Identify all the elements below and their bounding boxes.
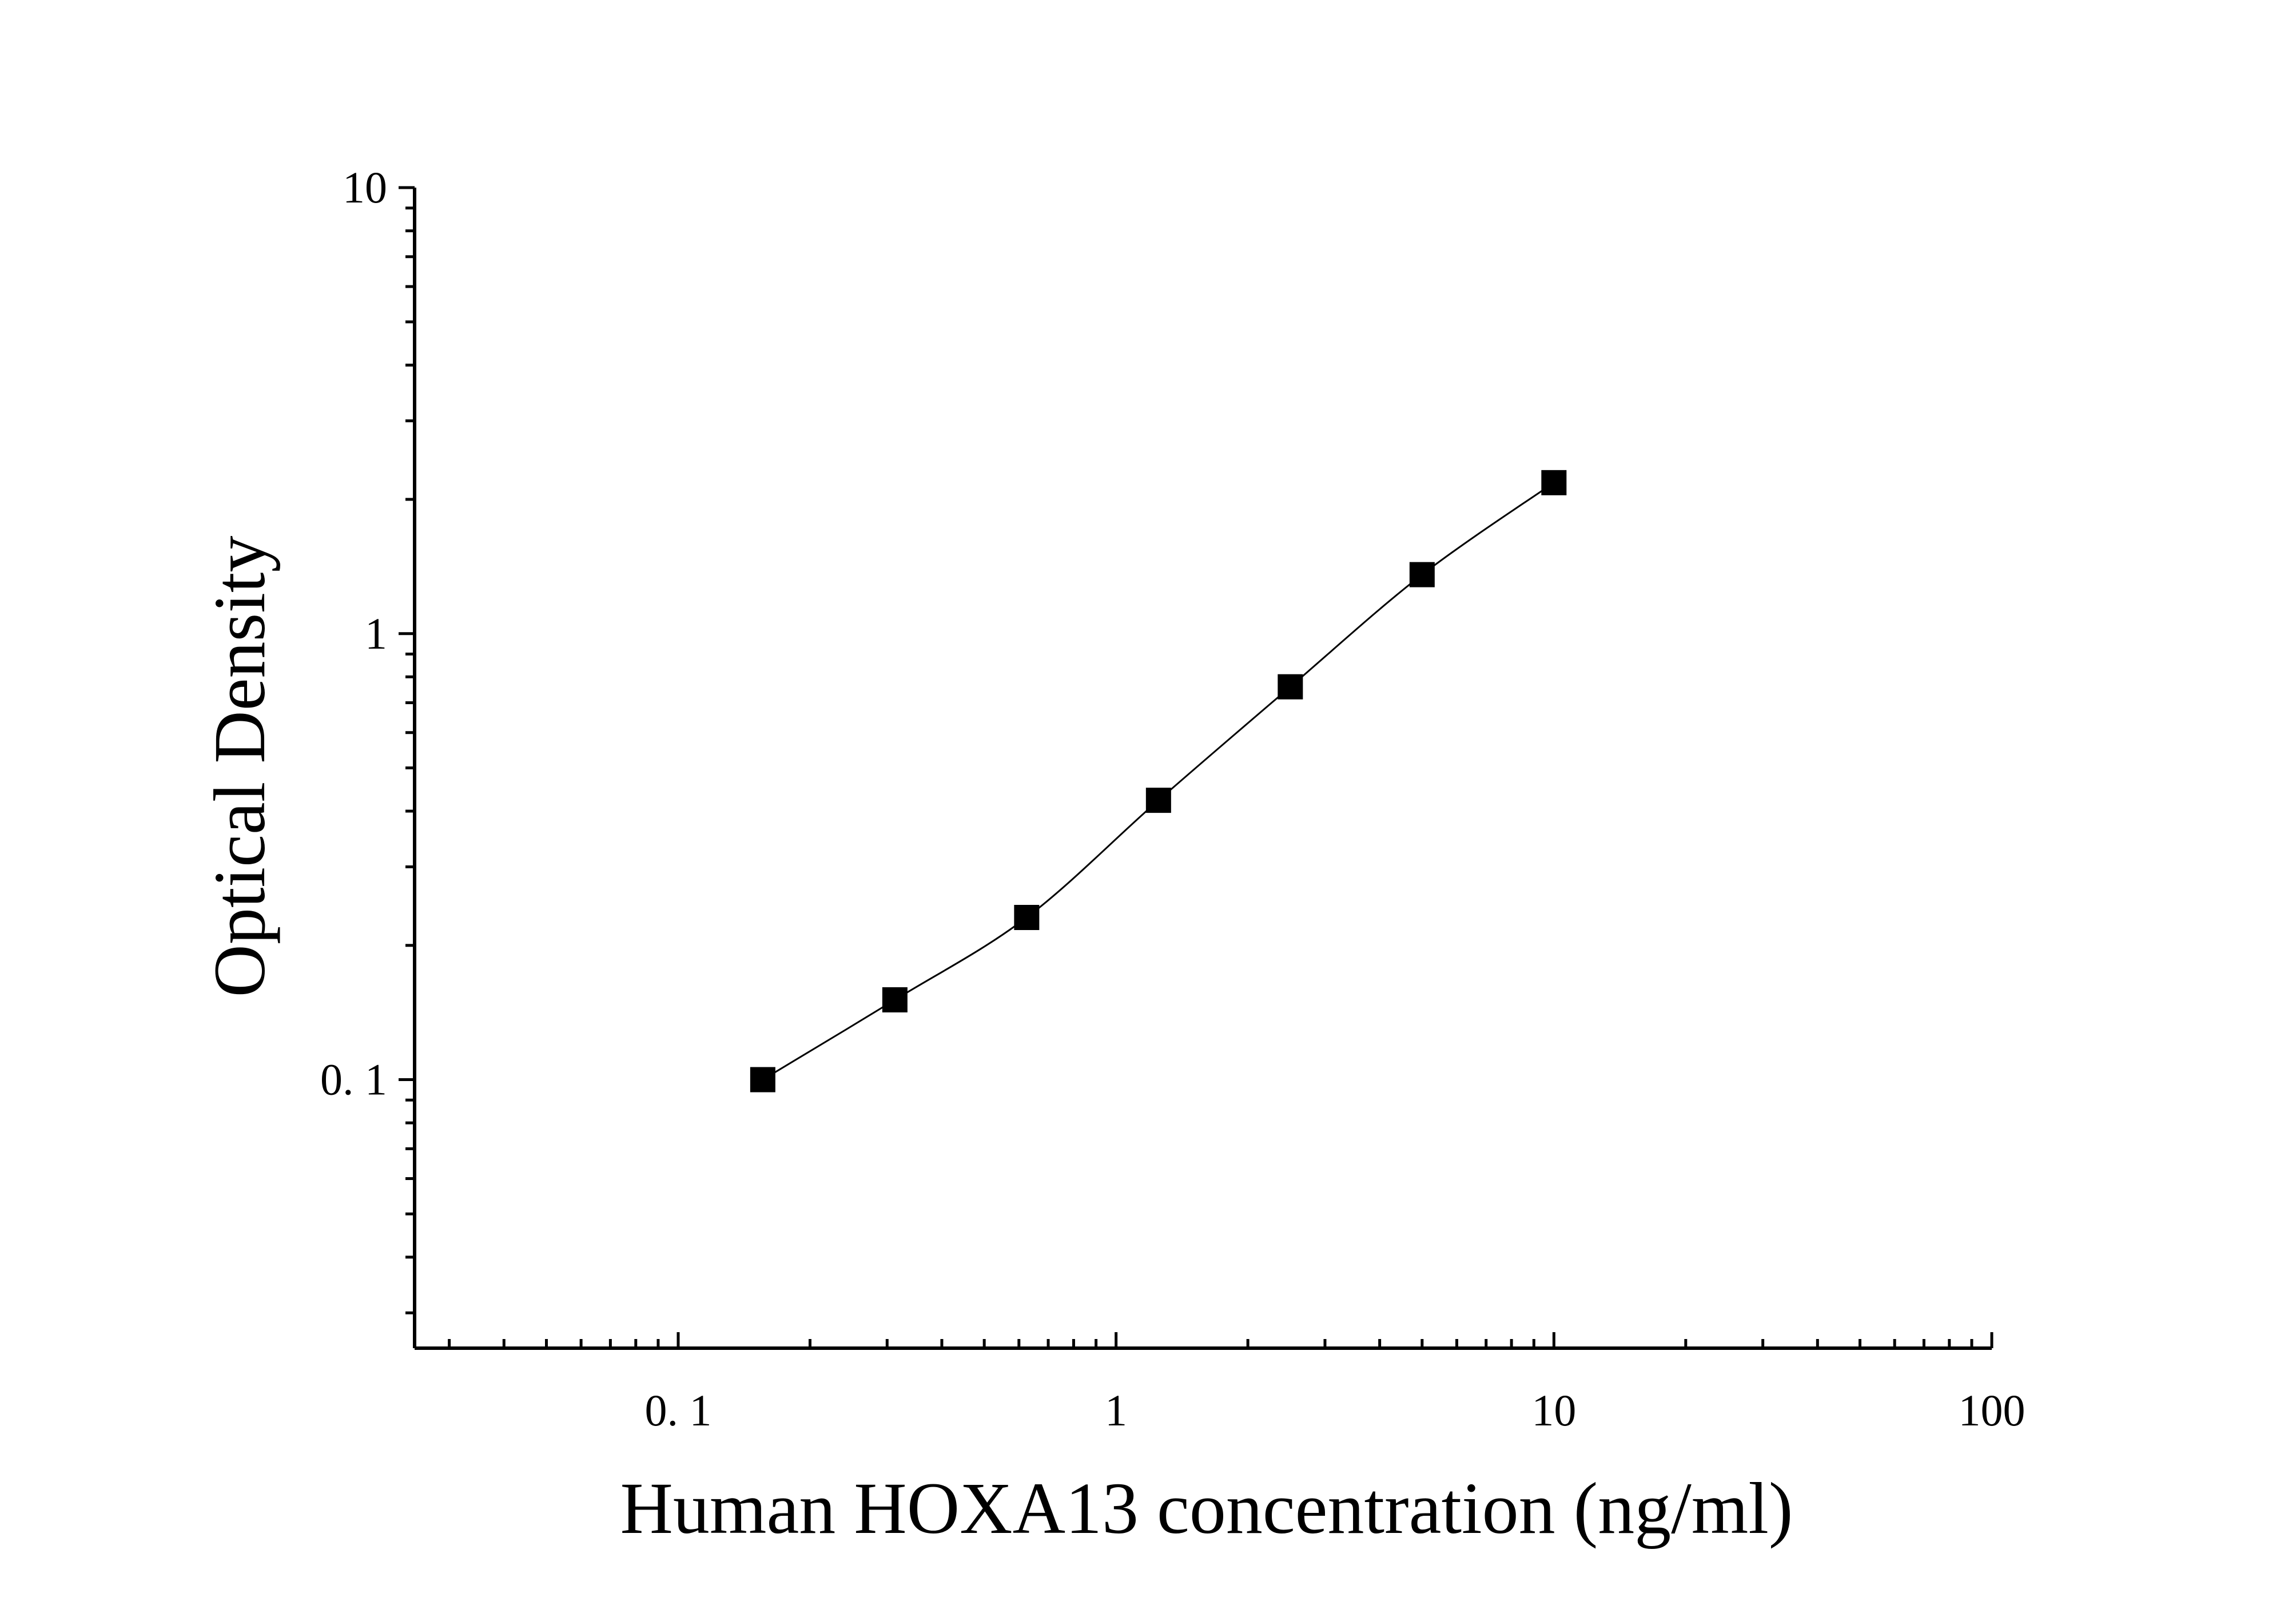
x-tick-label: 100 (1959, 1385, 2026, 1435)
data-point (1409, 562, 1435, 587)
ticks: 0. 1 1 10 100 0. 1 1 10 (320, 162, 2026, 1435)
data-point (1145, 788, 1171, 813)
fit-curve (762, 482, 1555, 1080)
data-point (882, 987, 908, 1012)
x-tick-label: 0. 1 (644, 1385, 711, 1435)
data-point (1278, 674, 1303, 700)
axes (413, 188, 1992, 1350)
y-tick-label: 10 (343, 162, 387, 212)
y-tick-label: 1 (365, 609, 387, 658)
data-point (750, 1067, 775, 1092)
data-point (1014, 905, 1040, 931)
data-point (1541, 470, 1567, 495)
y-axis-label: Optical Density (199, 536, 280, 998)
y-tick-label: 0. 1 (320, 1055, 387, 1105)
data-points (750, 470, 1567, 1092)
x-tick-label: 10 (1531, 1385, 1576, 1435)
x-tick-label: 1 (1105, 1385, 1127, 1435)
x-axis-label: Human HOXA13 concentration (ng/ml) (620, 1468, 1793, 1549)
